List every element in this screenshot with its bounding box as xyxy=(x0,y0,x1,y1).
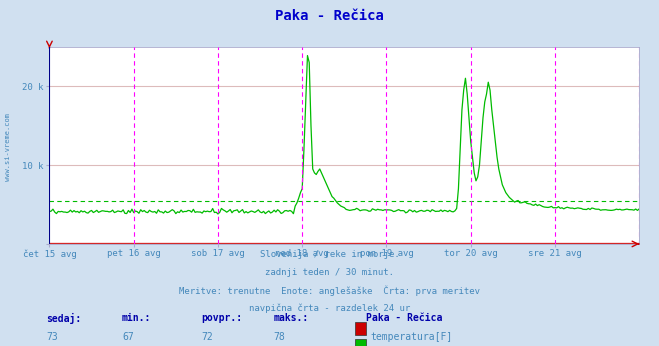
Text: Meritve: trenutne  Enote: anglešaške  Črta: prva meritev: Meritve: trenutne Enote: anglešaške Črta… xyxy=(179,286,480,296)
Text: zadnji teden / 30 minut.: zadnji teden / 30 minut. xyxy=(265,268,394,277)
Text: temperatura[F]: temperatura[F] xyxy=(370,332,453,342)
Text: povpr.:: povpr.: xyxy=(201,313,242,323)
Text: 67: 67 xyxy=(122,332,134,342)
Text: min.:: min.: xyxy=(122,313,152,323)
Text: navpična črta - razdelek 24 ur: navpična črta - razdelek 24 ur xyxy=(249,304,410,313)
Text: 73: 73 xyxy=(46,332,58,342)
Text: maks.:: maks.: xyxy=(273,313,308,323)
Text: Paka - Rečica: Paka - Rečica xyxy=(366,313,442,323)
Text: 78: 78 xyxy=(273,332,285,342)
Text: sedaj:: sedaj: xyxy=(46,313,81,324)
Text: Paka - Rečica: Paka - Rečica xyxy=(275,9,384,22)
Text: www.si-vreme.com: www.si-vreme.com xyxy=(5,113,11,181)
Text: Slovenija / reke in morje.: Slovenija / reke in morje. xyxy=(260,250,399,259)
Text: 72: 72 xyxy=(201,332,213,342)
